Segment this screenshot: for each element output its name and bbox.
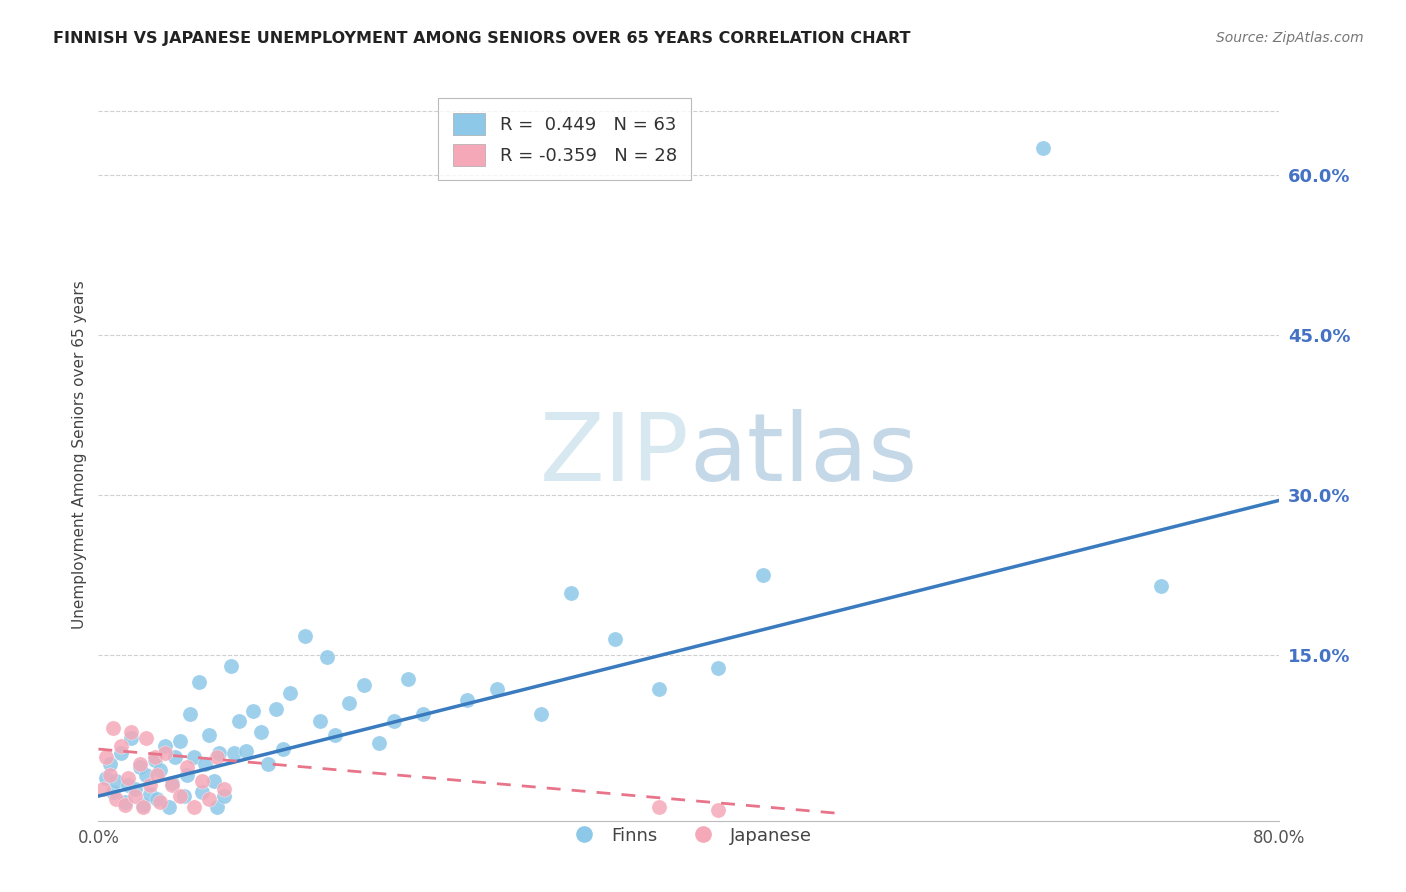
- Point: [212, 789, 235, 803]
- Point: [105, 774, 128, 789]
- Point: [176, 768, 198, 782]
- Point: [120, 725, 142, 739]
- Point: [105, 792, 128, 806]
- Point: [1150, 579, 1173, 593]
- Text: FINNISH VS JAPANESE UNEMPLOYMENT AMONG SENIORS OVER 65 YEARS CORRELATION CHART: FINNISH VS JAPANESE UNEMPLOYMENT AMONG S…: [53, 31, 911, 46]
- Point: [139, 787, 162, 801]
- Point: [280, 685, 302, 699]
- Point: [323, 728, 346, 742]
- Point: [294, 629, 316, 643]
- Point: [457, 693, 479, 707]
- Point: [194, 757, 217, 772]
- Point: [198, 728, 221, 742]
- Point: [132, 799, 155, 814]
- Point: [707, 661, 730, 675]
- Point: [235, 744, 257, 758]
- Point: [412, 706, 434, 721]
- Point: [114, 796, 136, 810]
- Point: [353, 678, 375, 692]
- Point: [132, 797, 155, 812]
- Point: [153, 739, 176, 753]
- Point: [707, 803, 730, 817]
- Point: [153, 747, 176, 761]
- Point: [316, 650, 339, 665]
- Point: [228, 714, 250, 729]
- Point: [605, 632, 627, 646]
- Point: [264, 701, 287, 715]
- Point: [250, 725, 273, 739]
- Point: [135, 731, 157, 746]
- Point: [94, 771, 117, 785]
- Text: ZIP: ZIP: [540, 409, 689, 501]
- Point: [146, 792, 169, 806]
- Point: [648, 799, 671, 814]
- Point: [94, 749, 117, 764]
- Point: [242, 704, 264, 718]
- Point: [117, 771, 139, 785]
- Point: [339, 696, 361, 710]
- Point: [128, 760, 150, 774]
- Point: [205, 799, 228, 814]
- Point: [162, 776, 183, 790]
- Point: [162, 778, 183, 792]
- Point: [202, 774, 225, 789]
- Point: [128, 757, 150, 772]
- Point: [191, 785, 214, 799]
- Point: [91, 781, 114, 796]
- Point: [198, 792, 221, 806]
- Point: [257, 757, 280, 772]
- Point: [124, 789, 146, 803]
- Point: [98, 768, 121, 782]
- Y-axis label: Unemployment Among Seniors over 65 years: Unemployment Among Seniors over 65 years: [72, 281, 87, 629]
- Point: [157, 799, 180, 814]
- Text: Source: ZipAtlas.com: Source: ZipAtlas.com: [1216, 31, 1364, 45]
- Point: [143, 753, 166, 767]
- Point: [114, 797, 136, 812]
- Point: [398, 672, 420, 686]
- Point: [117, 778, 139, 792]
- Point: [124, 781, 146, 796]
- Point: [135, 768, 157, 782]
- Point: [143, 749, 166, 764]
- Point: [110, 739, 132, 753]
- Point: [146, 768, 169, 782]
- Point: [212, 781, 235, 796]
- Point: [120, 731, 142, 746]
- Point: [165, 749, 187, 764]
- Point: [187, 674, 209, 689]
- Point: [224, 747, 246, 761]
- Point: [191, 774, 214, 789]
- Point: [98, 757, 121, 772]
- Point: [183, 799, 205, 814]
- Point: [752, 568, 775, 582]
- Point: [183, 749, 205, 764]
- Legend: Finns, Japanese: Finns, Japanese: [560, 820, 818, 852]
- Point: [221, 658, 243, 673]
- Point: [208, 747, 231, 761]
- Point: [149, 796, 172, 810]
- Point: [560, 586, 582, 600]
- Point: [309, 714, 332, 729]
- Point: [110, 747, 132, 761]
- Point: [1032, 141, 1054, 155]
- Point: [176, 760, 198, 774]
- Point: [149, 764, 172, 778]
- Point: [169, 789, 191, 803]
- Point: [486, 682, 509, 697]
- Point: [179, 706, 201, 721]
- Point: [169, 733, 191, 747]
- Point: [205, 749, 228, 764]
- Point: [368, 736, 391, 750]
- Point: [271, 742, 294, 756]
- Point: [648, 682, 671, 697]
- Point: [103, 721, 125, 735]
- Text: atlas: atlas: [689, 409, 917, 501]
- Point: [530, 706, 553, 721]
- Point: [173, 789, 195, 803]
- Point: [103, 785, 125, 799]
- Point: [382, 714, 405, 729]
- Point: [139, 778, 162, 792]
